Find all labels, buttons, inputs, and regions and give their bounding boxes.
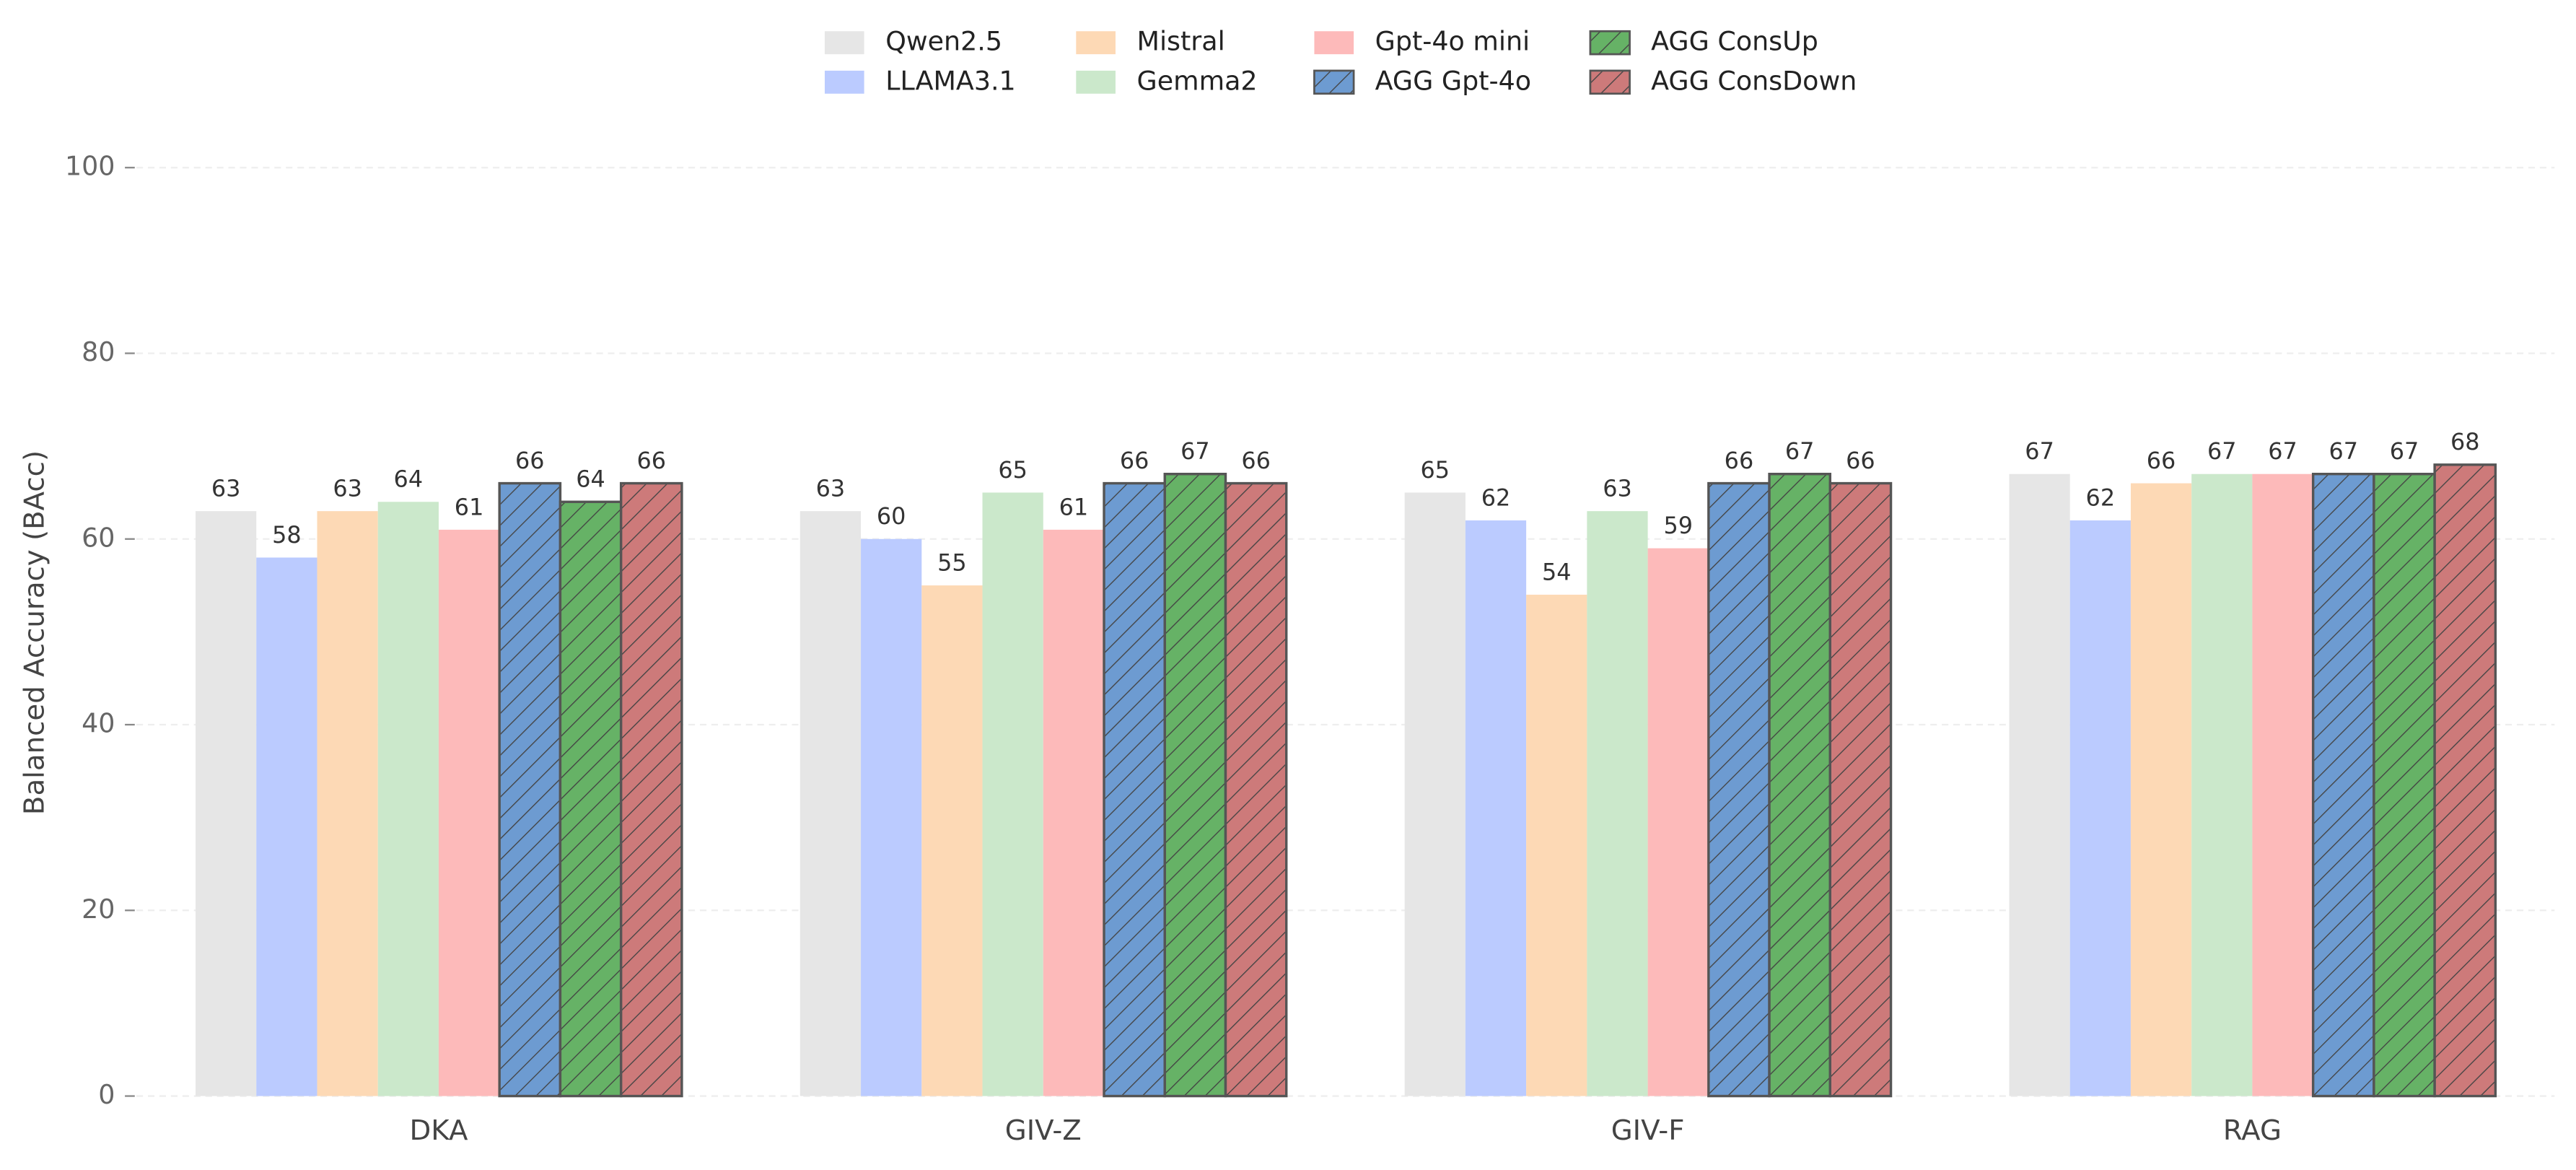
bar	[2069, 520, 2131, 1096]
value-label: 66	[1725, 447, 1754, 474]
bar	[317, 511, 378, 1096]
legend-label: AGG ConsUp	[1651, 26, 1818, 57]
value-label: 63	[816, 475, 846, 502]
legend-swatch	[1589, 69, 1631, 95]
value-label: 61	[1059, 493, 1089, 520]
bar	[2433, 463, 2497, 1098]
value-label: 67	[2025, 437, 2054, 465]
bar	[2311, 473, 2375, 1098]
value-label: 66	[1120, 447, 1149, 474]
value-label: 67	[1785, 437, 1815, 465]
value-label: 55	[937, 549, 967, 576]
value-label: 60	[877, 502, 906, 530]
value-label: 64	[394, 466, 424, 493]
bar	[256, 557, 317, 1096]
y-tick-label: 0	[98, 1079, 115, 1110]
y-axis-label: Balanced Accuracy (BAcc)	[19, 450, 51, 815]
bar	[1224, 481, 1288, 1098]
y-tick-label: 40	[82, 708, 115, 739]
x-tick-label: DKA	[409, 1114, 468, 1147]
value-label: 66	[637, 447, 667, 474]
bar	[1768, 473, 1832, 1098]
bar	[1707, 481, 1771, 1098]
value-label: 67	[2268, 437, 2297, 465]
bar	[1404, 492, 1466, 1096]
x-tick-label: GIV-Z	[1005, 1114, 1082, 1147]
value-label: 66	[1846, 447, 1875, 474]
bar	[982, 492, 1043, 1096]
legend-swatch	[1314, 31, 1354, 55]
legend-label: Qwen2.5	[885, 26, 1002, 57]
x-tick-label: RAG	[2223, 1114, 2282, 1147]
value-label: 63	[1603, 475, 1632, 502]
x-tick-label: GIV-F	[1611, 1114, 1685, 1147]
legend-swatch	[1076, 31, 1116, 55]
bar	[1043, 529, 1105, 1096]
value-label: 63	[211, 475, 241, 502]
bar	[619, 481, 683, 1098]
value-label: 66	[1241, 447, 1271, 474]
value-label: 66	[2147, 447, 2176, 474]
bar	[2373, 473, 2436, 1098]
value-label: 59	[1663, 512, 1693, 539]
bar	[196, 511, 257, 1096]
bar	[377, 502, 439, 1096]
bar	[1103, 481, 1166, 1098]
legend-label: LLAMA3.1	[885, 65, 1016, 96]
bar	[558, 500, 623, 1098]
value-label: 67	[1180, 437, 1210, 465]
bar	[2130, 483, 2192, 1096]
bar	[1163, 473, 1227, 1098]
legend-label: Gemma2	[1137, 65, 1258, 96]
y-tick-label: 60	[82, 522, 115, 553]
bar	[498, 481, 562, 1098]
legend-label: AGG Gpt-4o	[1375, 65, 1531, 96]
bar	[2191, 473, 2253, 1096]
legend-label: Mistral	[1137, 26, 1225, 57]
legend-label: Gpt-4o mini	[1375, 26, 1530, 57]
value-label: 58	[272, 521, 302, 549]
bar	[2009, 473, 2070, 1096]
value-label: 62	[1481, 484, 1511, 511]
legend-swatch	[1076, 70, 1116, 94]
value-label: 68	[2450, 428, 2480, 455]
value-label: 65	[1420, 456, 1450, 484]
value-label: 67	[2329, 437, 2358, 465]
value-label: 67	[2207, 437, 2237, 465]
legend-swatch	[824, 70, 864, 94]
bar	[1828, 481, 1893, 1098]
value-label: 54	[1542, 558, 1572, 585]
value-label: 67	[2390, 437, 2419, 465]
legend-swatch	[1589, 30, 1631, 56]
value-label: 63	[333, 475, 362, 502]
legend-swatch	[1313, 69, 1355, 95]
bar	[1647, 548, 1709, 1096]
y-tick-label: 100	[65, 151, 115, 182]
bar	[1465, 520, 1527, 1096]
value-label: 65	[998, 456, 1028, 484]
bar	[861, 538, 922, 1096]
bar	[438, 529, 500, 1096]
value-label: 62	[2086, 484, 2116, 511]
bar	[799, 511, 862, 1096]
y-tick-label: 20	[82, 894, 115, 925]
legend-swatch	[824, 31, 864, 55]
value-label: 61	[455, 493, 484, 520]
bar	[921, 585, 983, 1096]
bar	[1526, 594, 1587, 1096]
value-label: 66	[515, 447, 545, 474]
bar	[2252, 473, 2313, 1096]
value-label: 64	[576, 466, 605, 493]
y-tick-label: 80	[82, 336, 115, 367]
bar	[1587, 511, 1648, 1096]
legend-label: AGG ConsDown	[1651, 65, 1857, 96]
